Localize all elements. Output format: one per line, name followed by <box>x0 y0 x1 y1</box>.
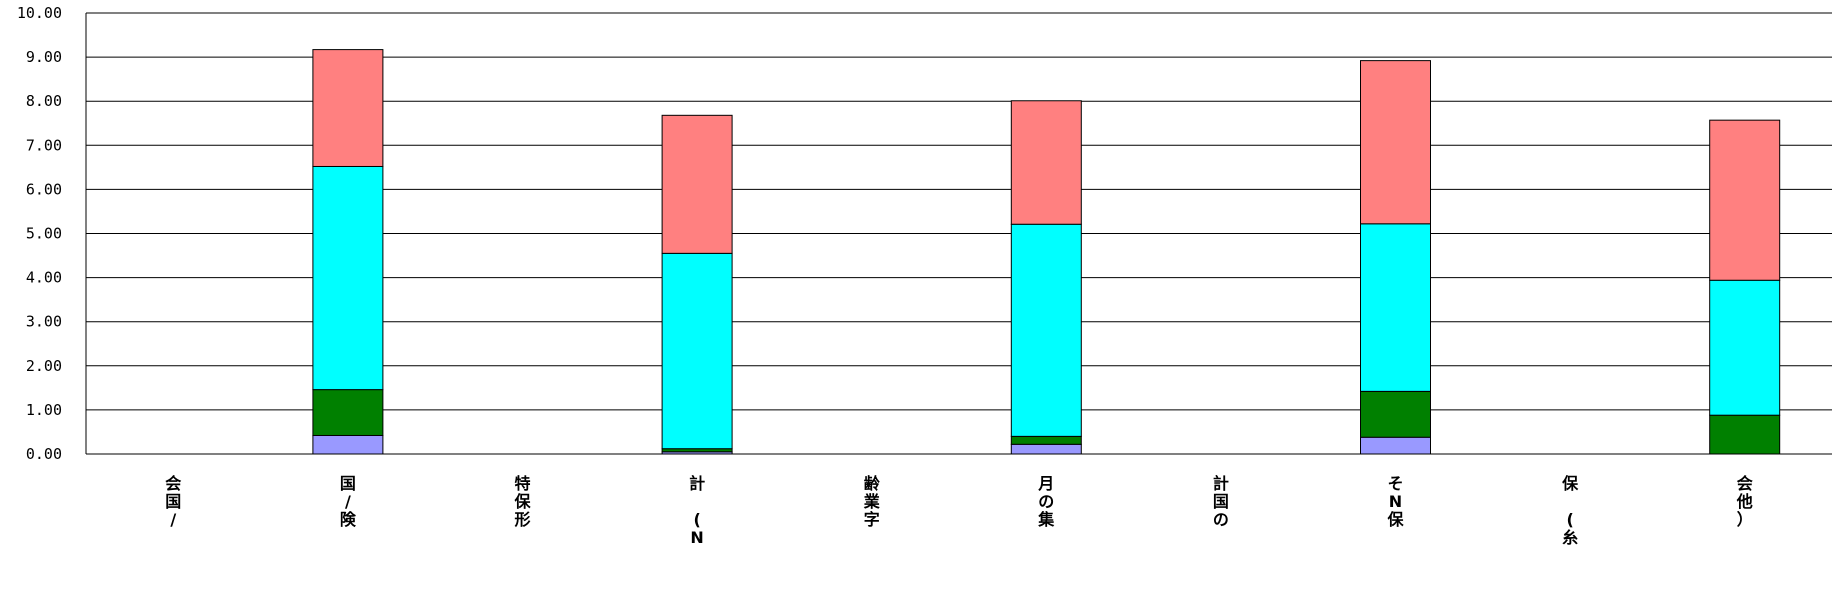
category-label: 保 (糸 <box>1561 474 1579 547</box>
bar-segment <box>312 49 384 167</box>
category-label: 計国の <box>1213 474 1229 529</box>
bar-segment <box>1010 443 1082 455</box>
y-tick-label: 8.00 <box>26 92 62 110</box>
category-labels: 会国/国/険 特保形 計 (N 齢業字 月の集 計国の そ N 保 保 (糸 会他） <box>165 474 1752 547</box>
bar-segment <box>1709 279 1781 416</box>
y-tick-label: 4.00 <box>26 269 62 287</box>
category-label: 特保形 <box>513 474 531 529</box>
bar-segment <box>1010 435 1082 445</box>
bar-segment <box>1360 223 1431 392</box>
bars <box>312 49 1781 455</box>
bar-segment <box>312 434 384 455</box>
bar-segment <box>1709 414 1781 455</box>
y-tick-labels: 0.00 1.00 2.00 3.00 4.00 5.00 6.00 7.00 8.00 9.00… <box>17 4 62 463</box>
bar-segment <box>312 389 384 436</box>
category-label: 会他） <box>1736 474 1753 529</box>
category-label: 月の集 <box>1037 474 1055 529</box>
bar-segment <box>1010 100 1082 225</box>
bar-segment <box>661 114 733 254</box>
bar-segment <box>1360 390 1431 438</box>
category-label: 会国/ <box>165 474 181 529</box>
category-label: 国/険 <box>340 474 357 529</box>
y-tick-label: 10.00 <box>17 4 62 22</box>
y-tick-label: 6.00 <box>26 180 62 198</box>
category-label: 齢業字 <box>863 474 881 529</box>
y-tick-label: 2.00 <box>26 357 62 375</box>
y-tick-label: 1.00 <box>26 401 62 419</box>
y-tick-label: 7.00 <box>26 136 62 154</box>
y-tick-label: 9.00 <box>26 48 62 66</box>
bar-segment <box>1360 60 1431 225</box>
bar-segment <box>1360 436 1431 455</box>
bar-segment <box>1709 119 1781 281</box>
bar-segment <box>312 165 384 391</box>
bar-segment <box>661 252 733 450</box>
category-label: 計 (N <box>689 474 705 547</box>
y-tick-label: 5.00 <box>26 225 62 243</box>
axes <box>85 13 1832 455</box>
y-tick-label: 0.00 <box>26 445 62 463</box>
bar-segment <box>1010 223 1082 437</box>
y-tick-label: 3.00 <box>26 313 62 331</box>
